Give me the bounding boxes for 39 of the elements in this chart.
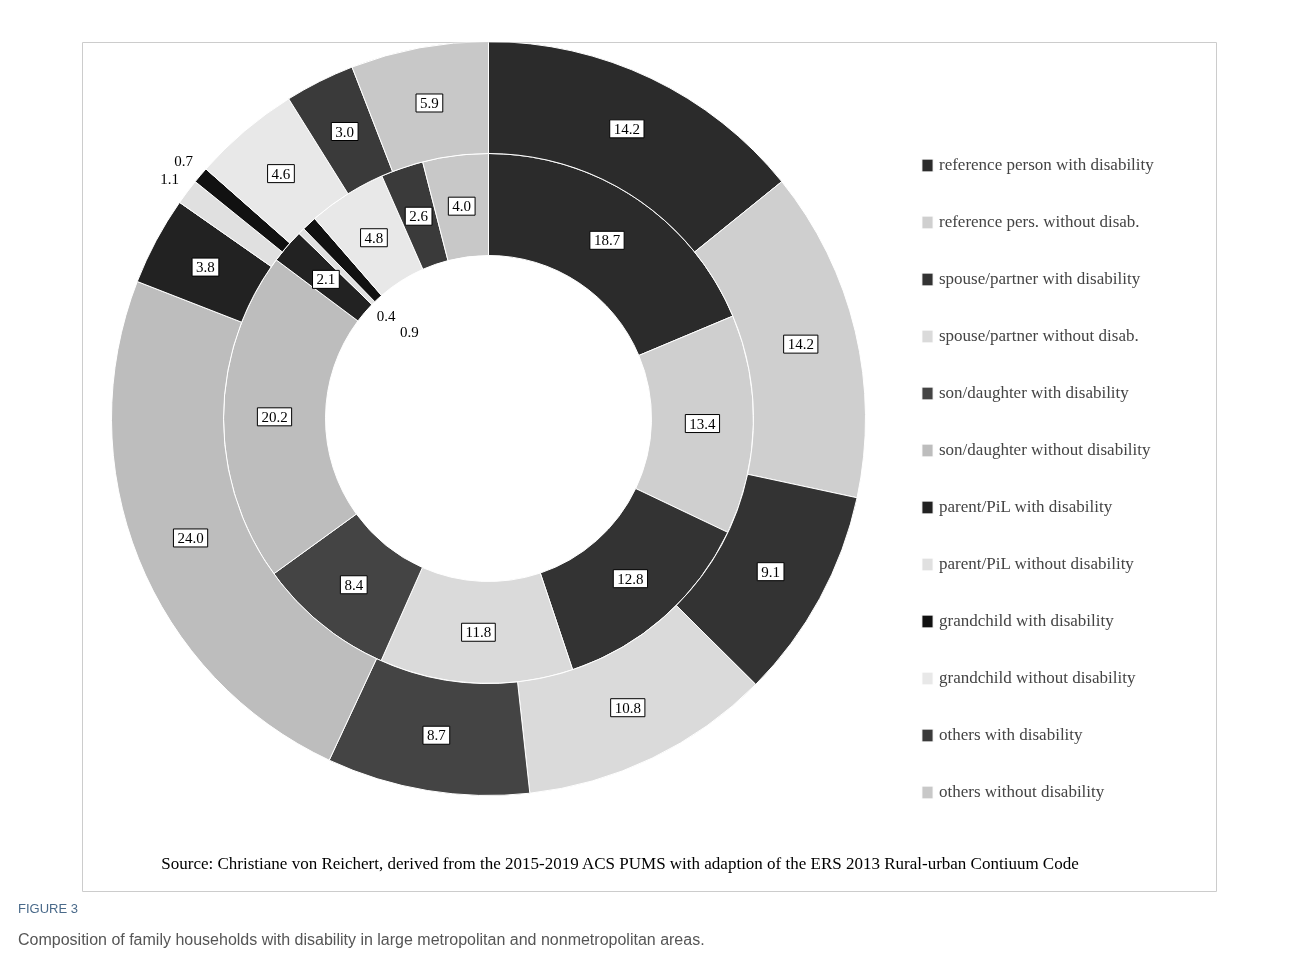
- data-label: 0.7: [174, 153, 194, 170]
- legend-label: parent/PiL with disability: [939, 497, 1113, 517]
- legend-label: reference pers. without disab.: [939, 212, 1140, 232]
- data-label: 4.8: [364, 229, 384, 246]
- data-label: 0.4: [376, 307, 396, 324]
- legend-label: parent/PiL without disability: [939, 554, 1134, 574]
- caption: FIGURE 3: [18, 900, 78, 918]
- data-label: 12.8: [617, 570, 644, 587]
- data-label: 0.9: [399, 324, 419, 341]
- source-note: Source: Christiane von Reichert, derived from the 2015-2019 ACS PUMS with adaption of the ERS 2013 Rural-urban Contiuum Code: [161, 853, 1079, 873]
- data-label: 2.1: [316, 271, 336, 288]
- legend-label: reference person with disability: [939, 155, 1154, 175]
- data-label: 18.7: [593, 232, 621, 249]
- legend-label: others with disability: [939, 725, 1083, 745]
- legend-label: grandchild without disability: [939, 668, 1136, 688]
- data-label: 3.8: [196, 259, 215, 276]
- data-label: 13.4: [689, 415, 717, 432]
- legend-label: others without disability: [939, 782, 1105, 802]
- data-label: 14.2: [613, 120, 640, 137]
- text: Composition of family households with disability in large metropolitan and nonmetropolitan areas.: [18, 929, 705, 950]
- data-label: 5.9: [420, 94, 439, 111]
- data-label: 8.7: [426, 727, 447, 744]
- data-label: 3.0: [335, 123, 355, 140]
- data-label: 4.0: [452, 198, 472, 215]
- legend-label: son/daughter with disability: [939, 383, 1129, 403]
- data-label: 10.8: [614, 699, 641, 716]
- data-label: 11.8: [465, 624, 492, 641]
- data-label: 4.6: [271, 165, 291, 182]
- data-label: 2.6: [409, 208, 429, 225]
- data-label: 14.2: [787, 336, 814, 353]
- legend-label: son/daughter without disability: [939, 440, 1151, 460]
- data-label: 9.1: [761, 563, 780, 580]
- legend-label: spouse/partner without disab.: [939, 326, 1139, 346]
- legend-label: grandchild with disability: [939, 611, 1114, 631]
- data-label: 20.2: [261, 408, 288, 425]
- data-label: 8.4: [344, 576, 364, 593]
- data-label: 1.1: [160, 170, 180, 187]
- data-label: 24.0: [177, 529, 204, 546]
- legend-label: spouse/partner with disability: [939, 269, 1141, 289]
